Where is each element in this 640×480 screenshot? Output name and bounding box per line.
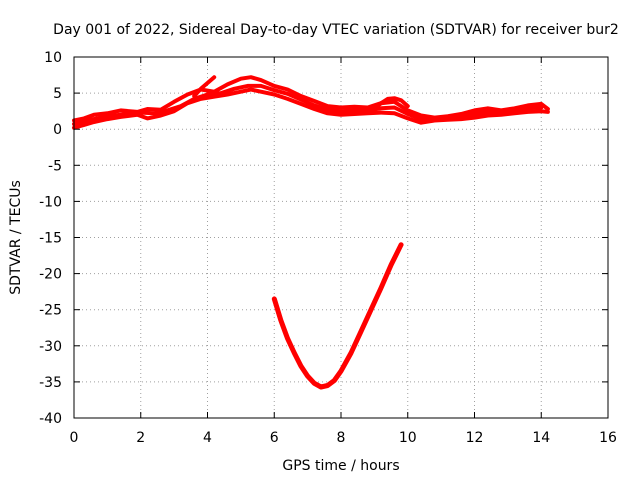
y-tick-label: -5 — [48, 158, 62, 174]
x-tick-label: 12 — [466, 430, 484, 446]
y-tick-label: -25 — [39, 303, 62, 319]
y-tick-label: -10 — [39, 194, 62, 210]
y-tick-label: -15 — [39, 231, 62, 247]
y-tick-label: 0 — [53, 122, 62, 138]
x-axis-label: GPS time / hours — [282, 458, 399, 474]
x-tick-label: 6 — [270, 430, 279, 446]
series-main-band-mid — [72, 83, 544, 127]
series-spike-near-4h — [192, 75, 217, 98]
y-tick-label: -20 — [39, 267, 62, 283]
series-main-band-upper — [72, 75, 550, 123]
y-tick-label: 10 — [44, 50, 62, 66]
x-tick-label: 8 — [337, 430, 346, 446]
y-tick-label: 5 — [53, 86, 62, 102]
series-main-band-lower — [72, 87, 550, 130]
y-axis: 10 5 0 -5 -10 -15 -20 -25 -30 -35 -40 — [39, 50, 608, 427]
x-tick-label: 4 — [203, 430, 212, 446]
x-tick-label: 0 — [70, 430, 79, 446]
y-tick-label: -40 — [39, 411, 62, 427]
x-tick-label: 16 — [599, 430, 617, 446]
y-axis-label: SDTVAR / TECUs — [8, 180, 24, 295]
series-bump-near-9.5h — [372, 96, 410, 111]
y-tick-label: -30 — [39, 339, 62, 355]
series-dip-arc — [271, 242, 404, 390]
x-tick-label: 2 — [136, 430, 145, 446]
series-group — [72, 75, 550, 390]
x-tick-label: 10 — [399, 430, 417, 446]
x-axis: 0 2 4 6 8 10 12 14 16 — [70, 57, 617, 446]
y-tick-label: -35 — [39, 375, 62, 391]
chart-title: Day 001 of 2022, Sidereal Day-to-day VTE… — [53, 22, 619, 38]
x-tick-label: 14 — [532, 430, 550, 446]
